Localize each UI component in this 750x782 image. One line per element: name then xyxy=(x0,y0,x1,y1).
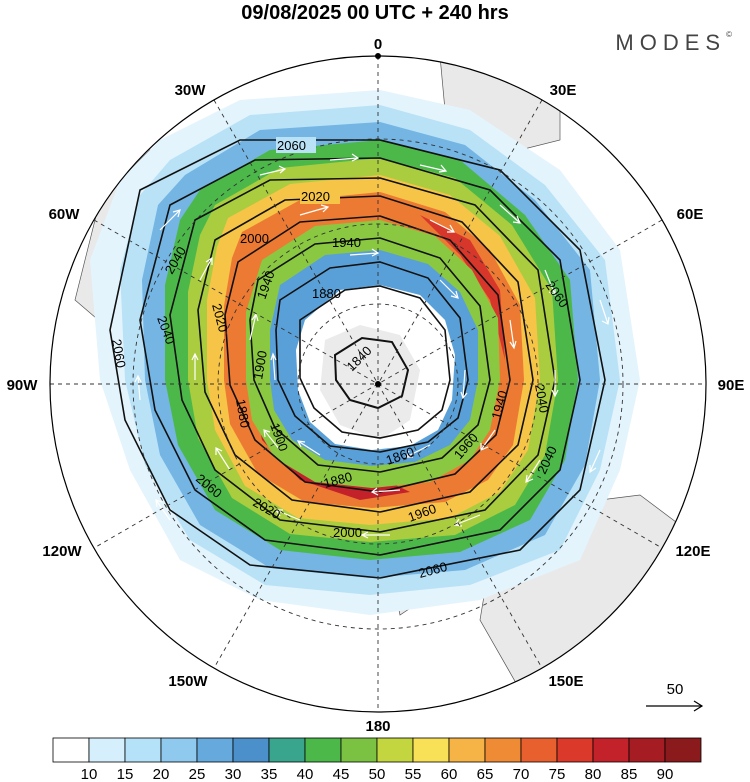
colorbar-swatch xyxy=(664,737,702,763)
colorbar-tick-label: 45 xyxy=(333,766,350,782)
colorbar-swatch xyxy=(484,737,522,763)
colorbar-tick-label: 75 xyxy=(549,766,566,782)
contour-label: 2040 xyxy=(532,383,552,414)
colorbar-swatch xyxy=(304,737,342,763)
arrow-icon xyxy=(693,700,704,712)
reference-vector-label: 50 xyxy=(667,681,684,698)
contour-1960 xyxy=(224,215,511,493)
colorbar-swatch xyxy=(376,737,414,763)
contour-2000 xyxy=(197,195,534,513)
lon-label-30w: 30W xyxy=(175,82,207,99)
contour-label: 2000 xyxy=(333,525,362,540)
contour-2020 xyxy=(169,177,556,533)
contour-label: 2000 xyxy=(240,231,269,246)
contour-1880 xyxy=(299,285,451,439)
map-title: 09/08/2025 00 UTC + 240 hrs xyxy=(241,2,509,24)
north-tick xyxy=(375,53,381,59)
south-pole-marker xyxy=(375,381,381,387)
colorbar-swatch xyxy=(268,737,306,763)
lon-label-90e: 90E xyxy=(718,377,745,394)
contour-label: 1880 xyxy=(312,286,341,301)
colorbar-tick-label: 15 xyxy=(117,766,134,782)
contour-label: 2060 xyxy=(109,338,129,369)
brand-logo: MODES© xyxy=(615,30,732,55)
wind-vectors xyxy=(134,153,610,539)
longitude-labels: 0 30E 60E 90E 120E 150E 180 150W 120W 90… xyxy=(7,36,745,735)
colorbar-tick-label: 90 xyxy=(657,766,674,782)
colorbar-swatch xyxy=(124,737,162,763)
lon-label-60w: 60W xyxy=(49,206,81,223)
colorbar-tick-label: 10 xyxy=(81,766,98,782)
colorbar-tick-label: 80 xyxy=(585,766,602,782)
contour-label: 1880 xyxy=(322,469,354,491)
colorbar-swatch xyxy=(628,737,666,763)
lon-label-150w: 150W xyxy=(168,673,208,690)
lon-label-0: 0 xyxy=(374,36,382,53)
colorbar-swatch xyxy=(448,737,486,763)
colorbar-tick-label: 20 xyxy=(153,766,170,782)
lon-label-180: 180 xyxy=(365,718,390,735)
colorbar-tick-label: 60 xyxy=(441,766,458,782)
lon-label-120e: 120E xyxy=(675,543,710,560)
lon-label-90w: 90W xyxy=(7,377,39,394)
colorbar-tick-label: 50 xyxy=(369,766,386,782)
colorbar-swatch xyxy=(592,737,630,763)
contour-label: 2060 xyxy=(277,138,306,153)
band-80b xyxy=(420,215,505,360)
colorbar: 10 15 20 25 30 35 40 45 50 55 60 65 70 75 80 85 90 xyxy=(52,737,702,782)
contour-label: 1880 xyxy=(233,398,253,429)
colorbar-tick-label: 65 xyxy=(477,766,494,782)
lon-label-150e: 150E xyxy=(548,673,583,690)
colorbar-swatch xyxy=(52,737,90,763)
contour-2040 xyxy=(139,157,581,556)
contour-label: 1900 xyxy=(250,349,270,380)
colorbar-tick-label: 55 xyxy=(405,766,422,782)
colorbar-swatch xyxy=(412,737,450,763)
colorbar-tick-label: 85 xyxy=(621,766,638,782)
contour-1840 xyxy=(333,336,410,410)
contour-label: 1940 xyxy=(332,235,361,250)
contour-1940 xyxy=(249,237,491,473)
contour-label: 2060 xyxy=(417,559,449,581)
contour-label: 1940 xyxy=(488,389,510,421)
colorbar-swatch xyxy=(160,737,198,763)
colorbar-swatch xyxy=(196,737,234,763)
contour-label: 2020 xyxy=(209,302,231,334)
colorbar-swatch xyxy=(232,737,270,763)
colorbar-tick-label: 40 xyxy=(297,766,314,782)
colorbar-swatch xyxy=(556,737,594,763)
colorbar-tick-label: 25 xyxy=(189,766,206,782)
band-core-land xyxy=(320,325,420,440)
contour-label: 2020 xyxy=(301,189,330,204)
colorbar-swatch xyxy=(88,737,126,763)
colorbar-swatch xyxy=(340,737,378,763)
lon-label-30e: 30E xyxy=(550,82,577,99)
contour-labels: 2060 2020 2000 1940 2040 2060 2040 2020 … xyxy=(109,137,571,581)
colorbar-tick-label: 30 xyxy=(225,766,242,782)
colorbar-swatch xyxy=(520,737,558,763)
reference-vector: 50 xyxy=(646,681,704,712)
lon-label-120w: 120W xyxy=(42,543,82,560)
lon-label-60e: 60E xyxy=(677,206,704,223)
map-area: 2060 2020 2000 1940 2040 2060 2040 2020 … xyxy=(50,56,706,712)
colorbar-tick-label: 35 xyxy=(261,766,278,782)
contour-2060 xyxy=(109,139,606,579)
colorbar-tick-label: 70 xyxy=(513,766,530,782)
